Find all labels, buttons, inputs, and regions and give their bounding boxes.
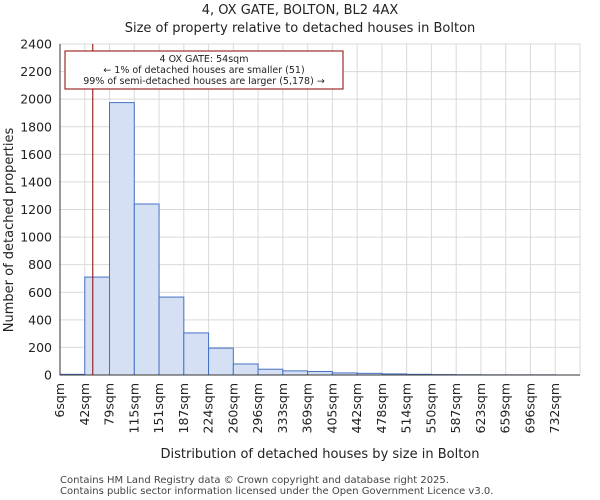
- histogram-bar: [158, 296, 185, 376]
- y-tick-label: 0: [44, 368, 52, 383]
- y-tick-label: 800: [28, 257, 52, 272]
- y-tick-label: 1400: [20, 174, 52, 189]
- histogram-bar: [109, 102, 135, 376]
- chart-title: 4, OX GATE, BOLTON, BL2 4AX: [202, 3, 399, 18]
- y-tick-label: 2200: [20, 64, 52, 79]
- x-tick-label: 478sqm: [374, 383, 389, 433]
- histogram-bar: [133, 203, 160, 376]
- y-tick-label: 1200: [20, 202, 52, 217]
- x-axis-label: Distribution of detached houses by size …: [160, 447, 479, 462]
- x-tick-label: 333sqm: [275, 383, 290, 433]
- histogram-bar: [183, 332, 210, 376]
- histogram-bar: [257, 368, 284, 376]
- x-tick-label: 296sqm: [250, 383, 265, 433]
- annotation-line2: ← 1% of detached houses are smaller (51): [103, 65, 304, 76]
- y-axis-label: Number of detached properties: [2, 128, 17, 333]
- y-tick-label: 2000: [20, 92, 52, 107]
- x-tick-label: 405sqm: [324, 383, 339, 433]
- x-tick-label: 514sqm: [399, 383, 414, 433]
- footer-line-1: Contains HM Land Registry data © Crown c…: [60, 475, 449, 486]
- x-tick-label: 79sqm: [102, 383, 117, 426]
- chart-subtitle: Size of property relative to detached ho…: [125, 21, 476, 36]
- x-tick-label: 623sqm: [473, 383, 488, 433]
- x-tick-label: 587sqm: [448, 383, 463, 433]
- histogram-bar: [208, 347, 234, 376]
- histogram-bar: [232, 363, 259, 376]
- y-tick-label: 1000: [20, 230, 52, 245]
- x-tick-label: 224sqm: [201, 383, 216, 433]
- histogram-bar: [84, 276, 111, 376]
- annotation-line3: 99% of semi-detached houses are larger (…: [83, 76, 325, 87]
- x-tick-label: 369sqm: [300, 383, 315, 433]
- y-tick-label: 1600: [20, 147, 52, 162]
- y-tick-label: 2400: [20, 37, 52, 52]
- x-tick-label: 442sqm: [349, 383, 364, 433]
- x-tick-label: 732sqm: [547, 383, 562, 433]
- x-tick-label: 550sqm: [423, 383, 438, 433]
- x-tick-label: 151sqm: [151, 383, 166, 433]
- x-tick-label: 42sqm: [77, 383, 92, 426]
- histogram-bar: [282, 370, 309, 376]
- axis-layer: 0 200 400 600 800 1000 1200 1400 1600 1800 2000 220…: [20, 37, 580, 433]
- marker-layer: 4 OX GATE: 54sqm← 1% of detached houses …: [64, 44, 344, 375]
- y-tick-label: 600: [28, 285, 52, 300]
- x-tick-label: 6sqm: [52, 383, 67, 418]
- annotation-box: [64, 50, 344, 90]
- x-tick-label: 187sqm: [176, 383, 191, 433]
- footer-line-2: Contains public sector information licen…: [60, 486, 493, 497]
- y-tick-label: 1800: [20, 119, 52, 134]
- y-tick-label: 400: [28, 312, 52, 327]
- histogram-bar: [307, 371, 333, 376]
- x-tick-label: 696sqm: [522, 383, 537, 433]
- x-tick-label: 115sqm: [126, 383, 141, 433]
- x-tick-label: 260sqm: [225, 383, 240, 433]
- y-tick-label: 200: [28, 340, 52, 355]
- annotation-line1: 4 OX GATE: 54sqm: [160, 54, 249, 65]
- x-tick-label: 659sqm: [498, 383, 513, 433]
